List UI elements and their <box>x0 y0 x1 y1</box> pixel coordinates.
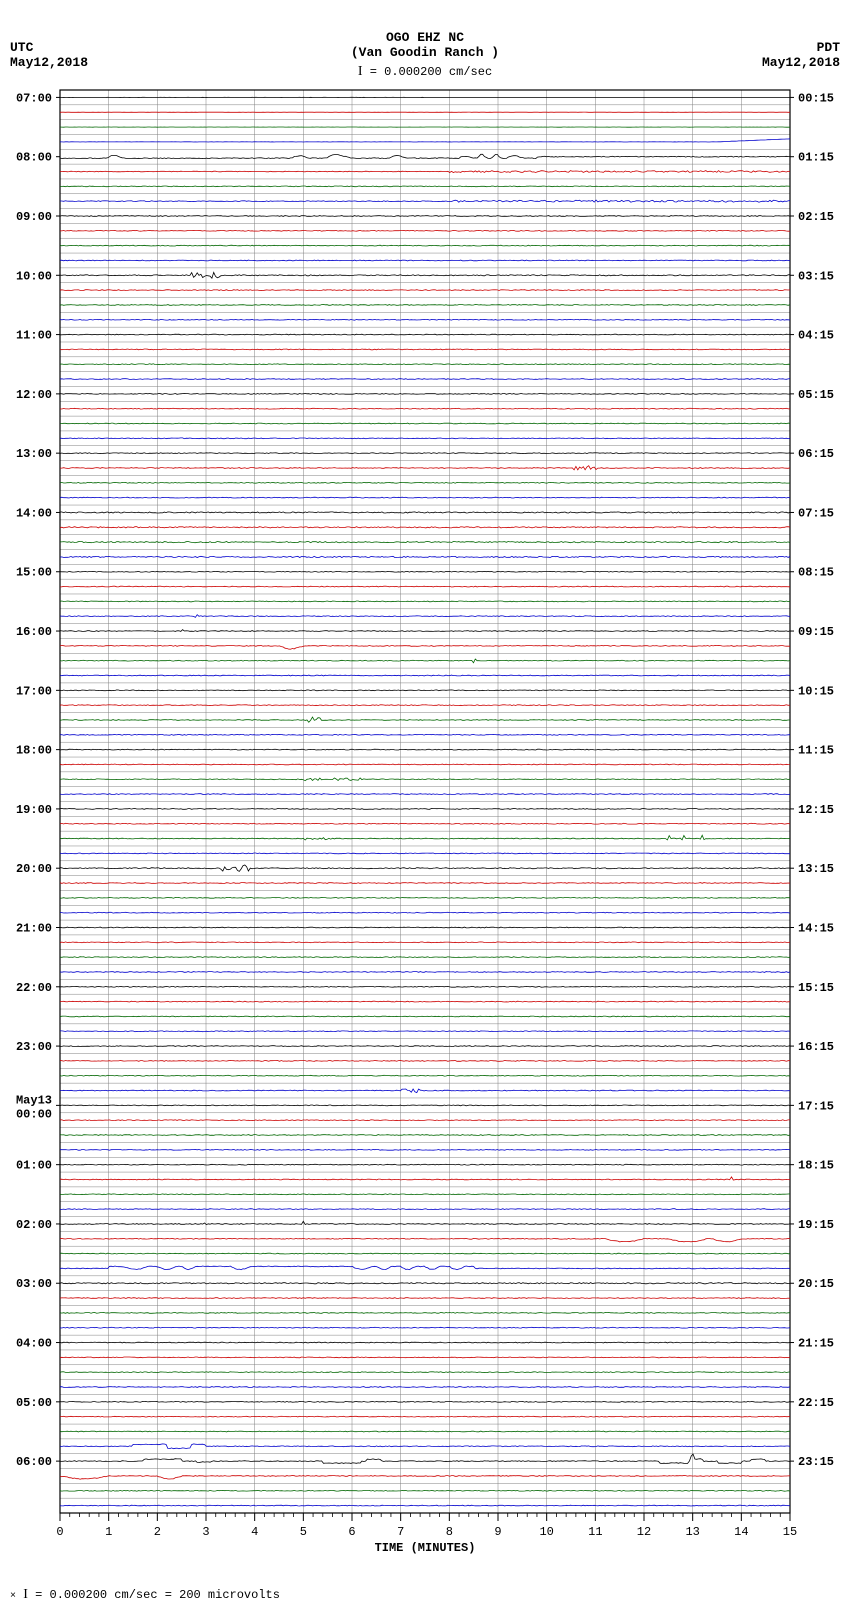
svg-text:May13: May13 <box>16 1093 52 1107</box>
svg-text:19:15: 19:15 <box>798 1218 834 1232</box>
svg-text:23:15: 23:15 <box>798 1455 834 1469</box>
svg-text:01:15: 01:15 <box>798 151 834 165</box>
svg-text:18:15: 18:15 <box>798 1159 834 1173</box>
svg-text:18:00: 18:00 <box>16 744 52 758</box>
svg-text:14: 14 <box>734 1525 748 1539</box>
svg-text:9: 9 <box>494 1525 501 1539</box>
svg-text:06:15: 06:15 <box>798 447 834 461</box>
svg-text:14:15: 14:15 <box>798 921 834 935</box>
svg-text:1: 1 <box>105 1525 112 1539</box>
svg-text:0: 0 <box>56 1525 63 1539</box>
svg-text:00:00: 00:00 <box>16 1107 52 1121</box>
svg-text:TIME (MINUTES): TIME (MINUTES) <box>375 1541 476 1555</box>
svg-text:15:00: 15:00 <box>16 566 52 580</box>
svg-text:4: 4 <box>251 1525 258 1539</box>
svg-text:22:15: 22:15 <box>798 1396 834 1410</box>
svg-text:08:15: 08:15 <box>798 566 834 580</box>
svg-text:20:15: 20:15 <box>798 1277 834 1291</box>
svg-text:13: 13 <box>685 1525 699 1539</box>
svg-text:12:00: 12:00 <box>16 388 52 402</box>
svg-text:6: 6 <box>348 1525 355 1539</box>
svg-text:07:15: 07:15 <box>798 506 834 520</box>
svg-text:11:15: 11:15 <box>798 744 834 758</box>
svg-text:11: 11 <box>588 1525 602 1539</box>
svg-text:16:15: 16:15 <box>798 1040 834 1054</box>
svg-text:11:00: 11:00 <box>16 329 52 343</box>
svg-text:04:15: 04:15 <box>798 329 834 343</box>
svg-text:08:00: 08:00 <box>16 151 52 165</box>
svg-text:10:00: 10:00 <box>16 269 52 283</box>
svg-text:06:00: 06:00 <box>16 1455 52 1469</box>
svg-text:01:00: 01:00 <box>16 1159 52 1173</box>
svg-text:19:00: 19:00 <box>16 803 52 817</box>
svg-text:8: 8 <box>446 1525 453 1539</box>
svg-text:23:00: 23:00 <box>16 1040 52 1054</box>
svg-text:02:15: 02:15 <box>798 210 834 224</box>
svg-text:12: 12 <box>637 1525 651 1539</box>
svg-text:7: 7 <box>397 1525 404 1539</box>
svg-text:05:15: 05:15 <box>798 388 834 402</box>
svg-text:02:00: 02:00 <box>16 1218 52 1232</box>
svg-text:07:00: 07:00 <box>16 91 52 105</box>
svg-text:21:00: 21:00 <box>16 921 52 935</box>
svg-text:15:15: 15:15 <box>798 981 834 995</box>
svg-text:04:00: 04:00 <box>16 1337 52 1351</box>
svg-text:21:15: 21:15 <box>798 1337 834 1351</box>
svg-text:10: 10 <box>539 1525 553 1539</box>
svg-text:15: 15 <box>783 1525 797 1539</box>
svg-text:17:15: 17:15 <box>798 1099 834 1113</box>
svg-text:03:00: 03:00 <box>16 1277 52 1291</box>
footer-scale: × I = 0.000200 cm/sec = 200 microvolts <box>10 1587 280 1603</box>
svg-text:03:15: 03:15 <box>798 269 834 283</box>
svg-text:3: 3 <box>202 1525 209 1539</box>
svg-text:09:00: 09:00 <box>16 210 52 224</box>
svg-text:10:15: 10:15 <box>798 684 834 698</box>
svg-text:14:00: 14:00 <box>16 506 52 520</box>
svg-text:22:00: 22:00 <box>16 981 52 995</box>
svg-text:05:00: 05:00 <box>16 1396 52 1410</box>
svg-text:12:15: 12:15 <box>798 803 834 817</box>
svg-text:13:00: 13:00 <box>16 447 52 461</box>
svg-text:5: 5 <box>300 1525 307 1539</box>
svg-text:20:00: 20:00 <box>16 862 52 876</box>
svg-text:09:15: 09:15 <box>798 625 834 639</box>
svg-text:16:00: 16:00 <box>16 625 52 639</box>
svg-text:17:00: 17:00 <box>16 684 52 698</box>
svg-text:2: 2 <box>154 1525 161 1539</box>
helicorder-plot: 0123456789101112131415TIME (MINUTES)07:0… <box>0 0 850 1613</box>
svg-text:13:15: 13:15 <box>798 862 834 876</box>
svg-text:00:15: 00:15 <box>798 91 834 105</box>
